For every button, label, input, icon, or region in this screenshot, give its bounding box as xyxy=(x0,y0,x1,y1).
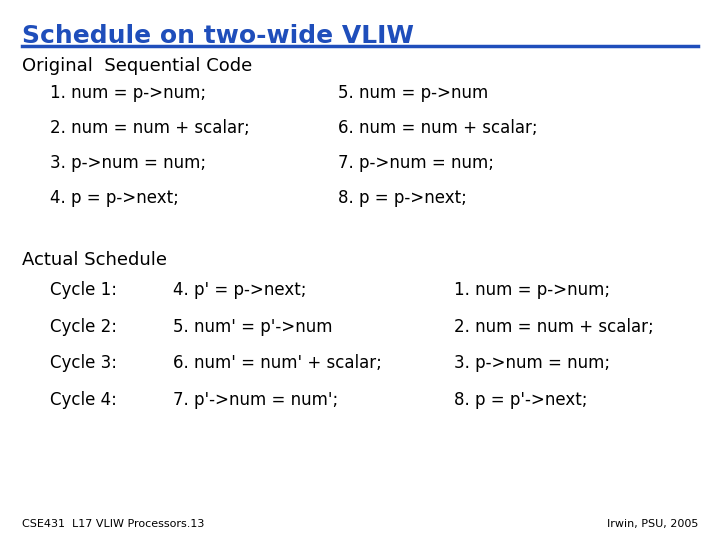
Text: 4. p' = p->next;: 4. p' = p->next; xyxy=(173,281,306,299)
Text: Cycle 4:: Cycle 4: xyxy=(50,391,117,409)
Text: 7. p'->num = num';: 7. p'->num = num'; xyxy=(173,391,338,409)
Text: 5. num' = p'->num: 5. num' = p'->num xyxy=(173,318,333,335)
Text: CSE431  L17 VLIW Processors.13: CSE431 L17 VLIW Processors.13 xyxy=(22,519,204,529)
Text: Original  Sequential Code: Original Sequential Code xyxy=(22,57,252,75)
Text: Cycle 3:: Cycle 3: xyxy=(50,354,117,372)
Text: 6. num' = num' + scalar;: 6. num' = num' + scalar; xyxy=(173,354,382,372)
Text: 1. num = p->num;: 1. num = p->num; xyxy=(454,281,610,299)
Text: 1. num = p->num;: 1. num = p->num; xyxy=(50,84,207,102)
Text: 4. p = p->next;: 4. p = p->next; xyxy=(50,189,179,207)
Text: Cycle 2:: Cycle 2: xyxy=(50,318,117,335)
Text: 2. num = num + scalar;: 2. num = num + scalar; xyxy=(454,318,653,335)
Text: Schedule on two-wide VLIW: Schedule on two-wide VLIW xyxy=(22,24,413,48)
Text: 6. num = num + scalar;: 6. num = num + scalar; xyxy=(338,119,538,137)
Text: Actual Schedule: Actual Schedule xyxy=(22,251,166,269)
Text: 3. p->num = num;: 3. p->num = num; xyxy=(454,354,610,372)
Text: 5. num = p->num: 5. num = p->num xyxy=(338,84,489,102)
Text: 2. num = num + scalar;: 2. num = num + scalar; xyxy=(50,119,250,137)
Text: Cycle 1:: Cycle 1: xyxy=(50,281,117,299)
Text: Irwin, PSU, 2005: Irwin, PSU, 2005 xyxy=(607,519,698,529)
Text: 8. p = p->next;: 8. p = p->next; xyxy=(338,189,467,207)
Text: 7. p->num = num;: 7. p->num = num; xyxy=(338,154,495,172)
Text: 8. p = p'->next;: 8. p = p'->next; xyxy=(454,391,587,409)
Text: 3. p->num = num;: 3. p->num = num; xyxy=(50,154,207,172)
